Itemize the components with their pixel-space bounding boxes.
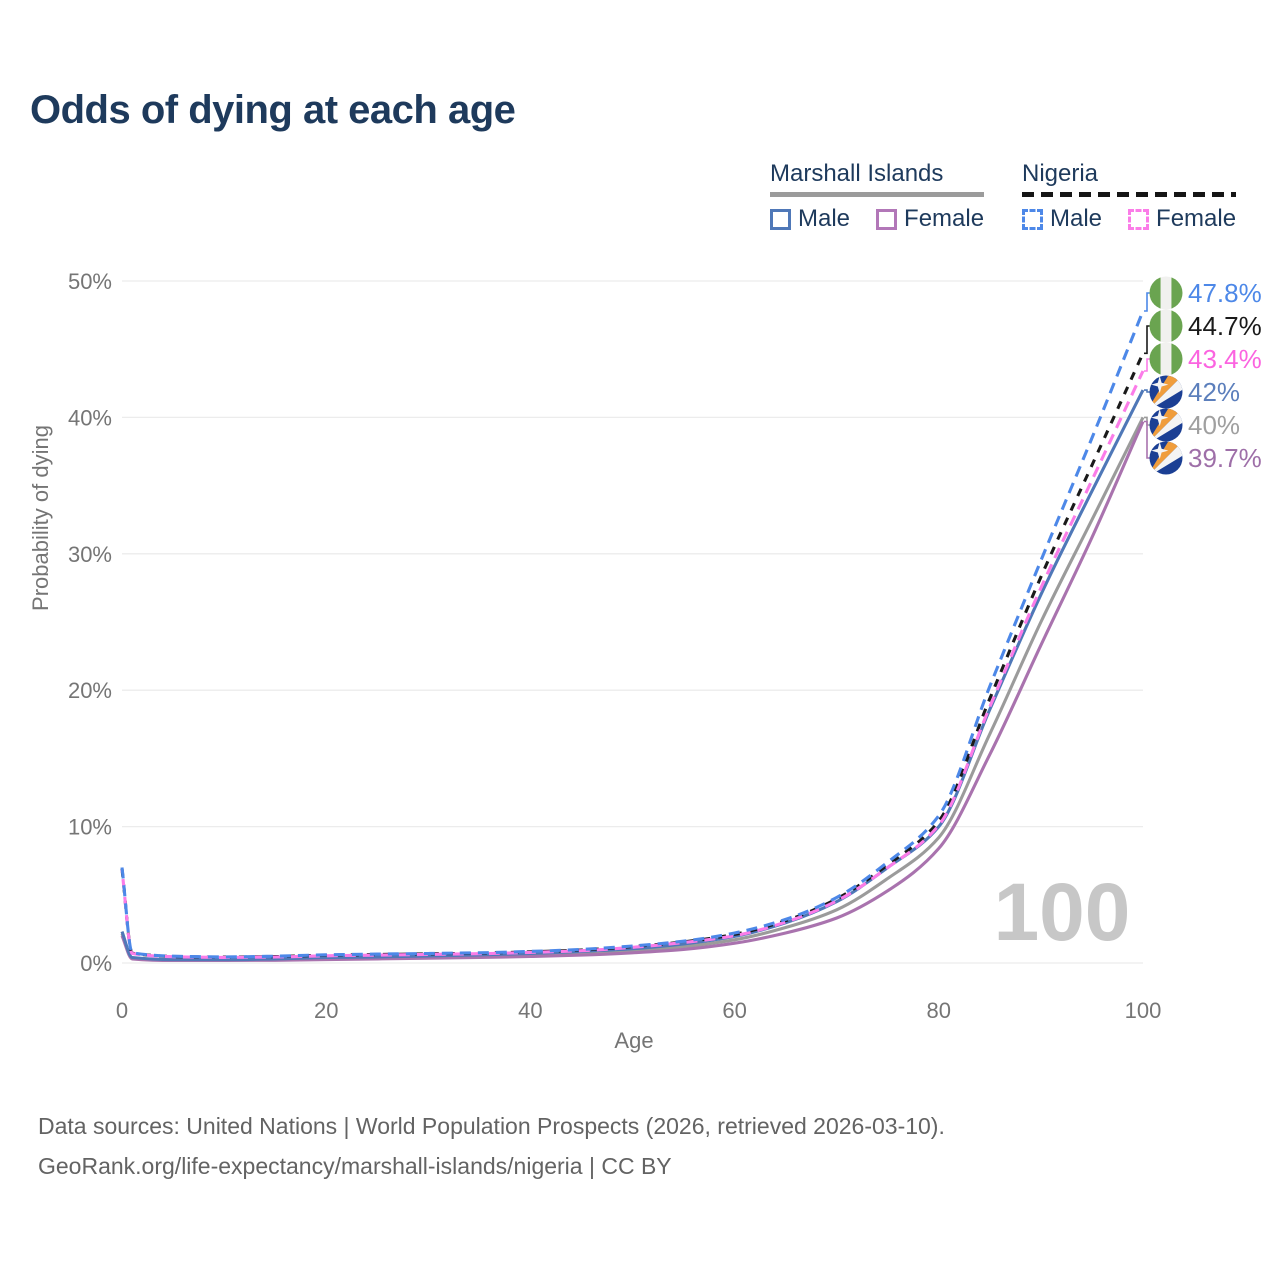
marshall-islands-flag-icon — [1149, 408, 1183, 442]
legend-item-label: Male — [1050, 205, 1103, 232]
legend-item-label: Female — [904, 205, 985, 232]
y-tick-label: 10% — [68, 815, 112, 840]
legend-group-title: Nigeria — [1022, 160, 1099, 187]
end-label-marshall-islands-male[interactable]: 42% — [1188, 377, 1240, 407]
nigeria-flag-icon — [1149, 342, 1183, 376]
legend-swatch-marshall-female[interactable] — [876, 208, 898, 230]
legend-underline-solid — [770, 192, 985, 197]
legend-group-nigeria: Nigeria Male Female — [1022, 160, 1237, 233]
label-connector — [1144, 389, 1150, 393]
end-labels: 47.8%44.7%43.4%42%40%39.7% — [1144, 276, 1262, 475]
x-tick-label: 100 — [1125, 998, 1162, 1023]
y-tick-label: 0% — [80, 951, 112, 976]
footer-sources: Data sources: United Nations | World Pop… — [38, 1113, 945, 1139]
x-tick-label: 0 — [116, 998, 128, 1023]
marshall-islands-flag-icon — [1149, 375, 1183, 409]
chart-footer: Data sources: United Nations | World Pop… — [38, 1106, 945, 1186]
series-line-nigeria-male[interactable] — [120, 310, 1145, 959]
legend-underline-dashed — [1022, 192, 1237, 197]
legend-item-nigeria-male[interactable]: Male — [1022, 205, 1102, 233]
label-connector — [1144, 420, 1150, 459]
y-tick-label: 50% — [68, 269, 112, 294]
series-line-nigeria-both[interactable] — [120, 352, 1145, 959]
series-line-marshall-islands-female[interactable] — [120, 420, 1145, 963]
gridlines: 0% 10% 20% 30% 40% 50% 0 20 40 60 80 100 — [68, 269, 1161, 1023]
legend-swatch-marshall-male[interactable] — [770, 208, 791, 230]
y-axis-title: Probability of dying — [28, 425, 53, 611]
age-watermark: 100 — [994, 867, 1131, 958]
page-title: Odds of dying at each age — [30, 88, 516, 132]
series-line-marshall-islands-male[interactable] — [120, 389, 1145, 962]
x-tick-label: 60 — [722, 998, 746, 1023]
legend: Marshall Islands Male Female Nigeria — [0, 160, 1280, 250]
legend-group-title: Marshall Islands — [770, 160, 944, 187]
end-label-nigeria-male[interactable]: 47.8% — [1188, 278, 1262, 308]
marshall-islands-flag-icon — [1149, 441, 1183, 475]
legend-item-label: Male — [798, 205, 851, 232]
legend-item-nigeria-female[interactable]: Female — [1128, 205, 1236, 233]
series-line-nigeria-female[interactable] — [120, 370, 1145, 959]
end-label-nigeria-both[interactable]: 44.7% — [1188, 311, 1262, 341]
nigeria-flag-icon — [1149, 276, 1183, 310]
label-connector — [1144, 325, 1150, 355]
footer-attribution: GeoRank.org/life-expectancy/marshall-isl… — [38, 1153, 672, 1179]
y-tick-label: 20% — [68, 678, 112, 703]
legend-swatch-nigeria-male[interactable] — [1022, 208, 1043, 230]
x-tick-label: 40 — [518, 998, 542, 1023]
legend-item-marshall-male[interactable]: Male — [770, 205, 850, 233]
legend-item-label: Female — [1156, 205, 1237, 232]
y-tick-label: 40% — [68, 405, 112, 430]
end-label-marshall-islands-female[interactable]: 39.7% — [1188, 443, 1262, 473]
legend-item-marshall-female[interactable]: Female — [876, 205, 984, 233]
nigeria-flag-icon — [1149, 309, 1183, 343]
x-tick-label: 80 — [927, 998, 951, 1023]
label-connector — [1144, 358, 1150, 372]
end-label-nigeria-female[interactable]: 43.4% — [1188, 344, 1262, 374]
y-tick-label: 30% — [68, 542, 112, 567]
label-connector — [1144, 292, 1150, 312]
legend-group-marshall-islands: Marshall Islands Male Female — [770, 160, 985, 233]
x-tick-label: 20 — [314, 998, 338, 1023]
legend-swatch-nigeria-female[interactable] — [1128, 208, 1150, 230]
x-axis-title: Age — [614, 1028, 653, 1053]
series-lines — [120, 310, 1145, 963]
end-label-marshall-islands-both[interactable]: 40% — [1188, 410, 1240, 440]
